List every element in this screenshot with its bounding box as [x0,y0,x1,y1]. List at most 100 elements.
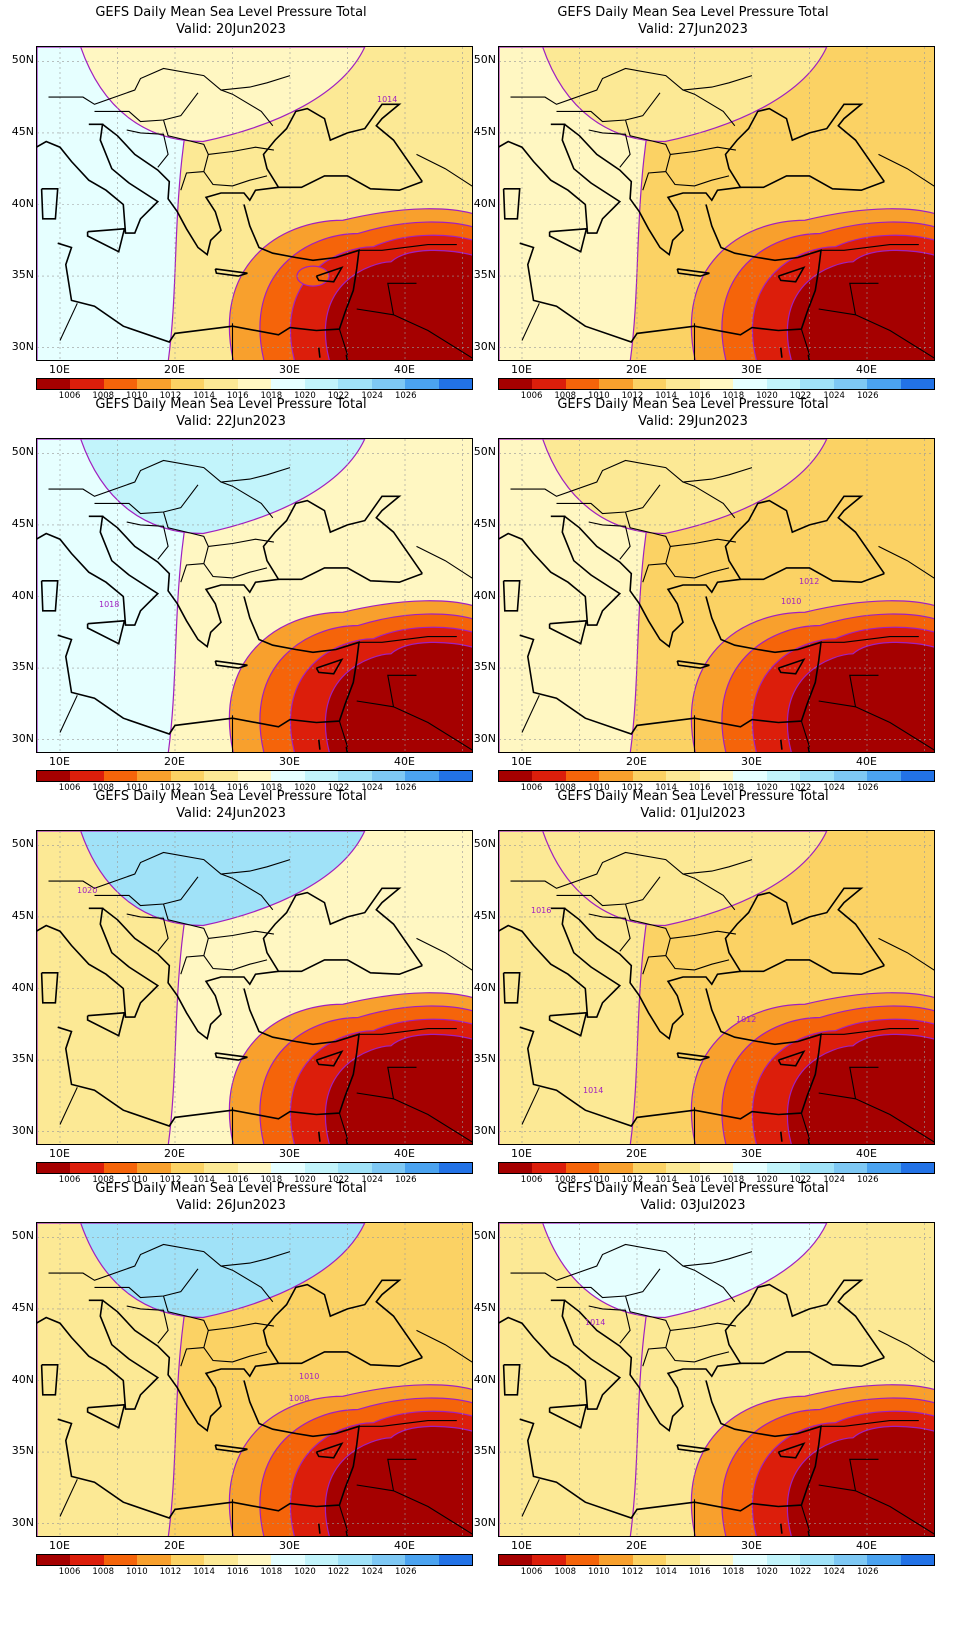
title-line: GEFS Daily Mean Sea Level Pressure Total [95,397,367,412]
colorbar-swatch [204,771,238,781]
colorbar-swatch [900,1555,935,1565]
colorbar-swatch [438,771,473,781]
country-border [220,89,274,127]
country-border [220,873,274,911]
colorbar-tick-label: 1022 [789,1175,812,1185]
colorbar-tick-label: 1026 [394,1175,417,1185]
colorbar-tick-label: 1012 [621,783,644,793]
colorbar-tick-label: 1012 [159,1175,182,1185]
colorbar-tick-label: 1026 [394,783,417,793]
country-border [670,146,736,155]
colorbar-swatch [237,379,272,389]
country-border [338,1504,349,1531]
colorbar-tick-label: 1010 [126,1175,148,1185]
country-border [48,1243,291,1281]
coastline [86,227,126,253]
colorbar [36,1554,473,1566]
valid-date: Valid: 26Jun2023 [176,1198,286,1213]
coastline [564,103,885,256]
coastline [780,1131,783,1142]
coastline [502,1364,521,1396]
lat-tick-label: 45N [11,124,34,138]
colorbar-swatch [438,1163,473,1173]
country-border [878,1329,934,1363]
colorbar-swatch [137,771,171,781]
country-border [48,459,291,497]
country-border [48,851,291,889]
country-border [510,459,753,497]
colorbar-swatch [499,1555,533,1565]
colorbar-tick-label: 1012 [159,391,182,401]
colorbar-swatch [37,771,71,781]
country-border [59,1087,78,1125]
country-border [665,563,730,579]
colorbar-swatch [867,771,901,781]
colorbar-swatch [800,1555,834,1565]
lat-tick-label: 30N [473,1515,496,1529]
colorbar-tick-label: 1022 [789,783,812,793]
valid-date: Valid: 03Jul2023 [640,1198,746,1213]
coastline [345,746,348,752]
colorbar-swatch [833,379,868,389]
colorbar-swatch [666,1163,700,1173]
colorbar-tick-label: 1016 [688,783,711,793]
country-border [849,674,879,707]
colorbar-tick-label: 1024 [823,1175,845,1185]
lon-tick-label: 30E [741,755,762,768]
country-border [818,1484,934,1535]
country-border [521,1479,540,1517]
lon-tick-label: 10E [49,1539,70,1552]
country-border [208,146,274,155]
colorbar-tick-label: 1010 [588,783,610,793]
colorbar-tick-label: 1012 [621,1175,644,1185]
country-border [821,244,919,251]
country-border [162,119,209,191]
coastline [676,660,710,669]
country-border [416,153,472,187]
panel-title: GEFS Daily Mean Sea Level Pressure Total… [0,788,462,822]
colorbar-tick-label: 1014 [193,1175,215,1185]
colorbar-tick-label: 1016 [226,1175,249,1185]
coastline [345,1530,348,1536]
colorbar-tick-label: 1018 [722,1567,745,1577]
coastline [740,567,885,584]
colorbar-ticks: 1006 1008 1010 1012 1014 1016 1018 1020 1022 1024… [36,1175,473,1187]
lon-tick-label: 40E [394,363,415,376]
lon-tick-label: 30E [279,363,300,376]
lon-tick-label: 10E [511,363,532,376]
country-border [203,1347,268,1363]
colorbar-tick-label: 1014 [655,1175,677,1185]
coastline [86,619,126,645]
colorbar-swatch [37,1555,71,1565]
lat-tick-label: 45N [473,908,496,922]
coastline [777,266,806,283]
coastline [40,972,59,1004]
country-border [878,937,934,971]
colorbar-tick-label: 1006 [58,783,81,793]
colorbar-tick-label: 1008 [92,1175,115,1185]
colorbar-swatch [338,379,372,389]
coastline [37,1299,160,1410]
colorbar-swatch [204,1555,238,1565]
country-border [821,1420,919,1427]
lon-tick-label: 40E [394,755,415,768]
colorbar-ticks: 1006 1008 1010 1012 1014 1016 1018 1020 1022 1024… [36,1567,473,1579]
colorbar-swatch [371,1163,406,1173]
coastline [315,266,344,283]
map-panel: GEFS Daily Mean Sea Level Pressure Total… [462,0,935,410]
lat-tick-label: 35N [11,268,34,282]
country-border [162,511,209,583]
colorbar-tick-label: 1016 [226,783,249,793]
colorbar-swatch [632,379,667,389]
colorbar-swatch [338,771,372,781]
coastline [57,596,360,735]
colorbar-swatch [699,771,734,781]
colorbar-tick-label: 1024 [361,391,383,401]
country-border [126,521,169,560]
valid-date: Valid: 27Jun2023 [638,22,748,37]
colorbar-swatch [766,1555,801,1565]
colorbar-swatch [733,1555,767,1565]
map-area: 1016 1012 1014 [498,830,935,1145]
colorbar-swatch [800,379,834,389]
colorbar-swatch [867,1555,901,1565]
